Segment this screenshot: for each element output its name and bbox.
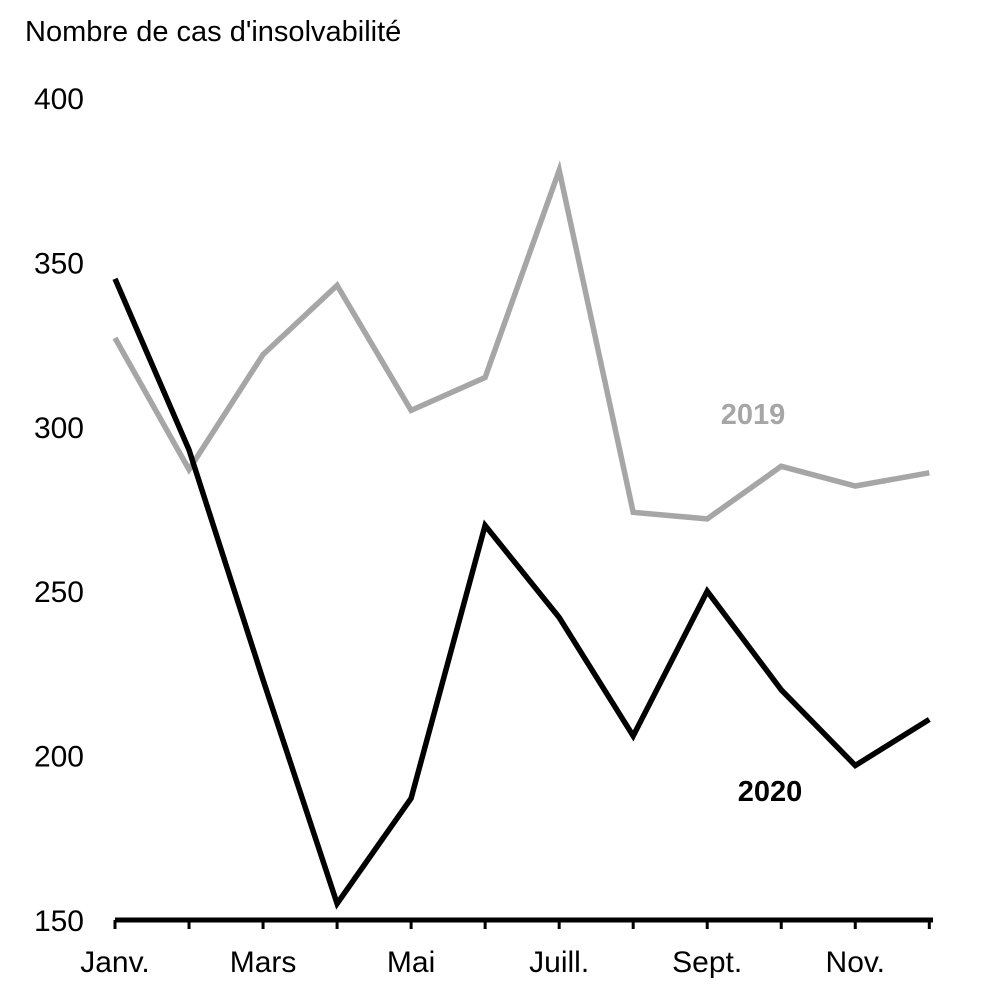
y-tick-label: 400 xyxy=(34,83,84,116)
y-tick-label: 300 xyxy=(34,412,84,445)
x-tick-label: Sept. xyxy=(672,946,742,979)
y-axis-ticks: 150 200 250 300 350 400 xyxy=(34,83,84,938)
y-tick-label: 250 xyxy=(34,576,84,609)
y-tick-label: 200 xyxy=(34,741,84,774)
y-tick-label: 150 xyxy=(34,905,84,938)
x-tick-label: Nov. xyxy=(826,946,885,979)
x-tick-label: Mars xyxy=(230,946,297,979)
x-tick-label: Mai xyxy=(387,946,435,979)
y-tick-label: 350 xyxy=(34,247,84,280)
x-tick-label: Janv. xyxy=(80,946,149,979)
y-axis-title: Nombre de cas d'insolvabilité xyxy=(25,16,401,48)
series-lines xyxy=(112,160,931,910)
series-line-2019 xyxy=(112,160,930,522)
series-line-2020 xyxy=(112,277,931,910)
x-axis: Janv. Mars Mai Juill. Sept. Nov. xyxy=(80,917,933,979)
x-tick-label: Juill. xyxy=(529,946,589,979)
series-label-2020: 2020 xyxy=(738,776,803,808)
series-labels: 2019 2020 xyxy=(721,399,803,808)
series-label-2019: 2019 xyxy=(721,399,786,431)
